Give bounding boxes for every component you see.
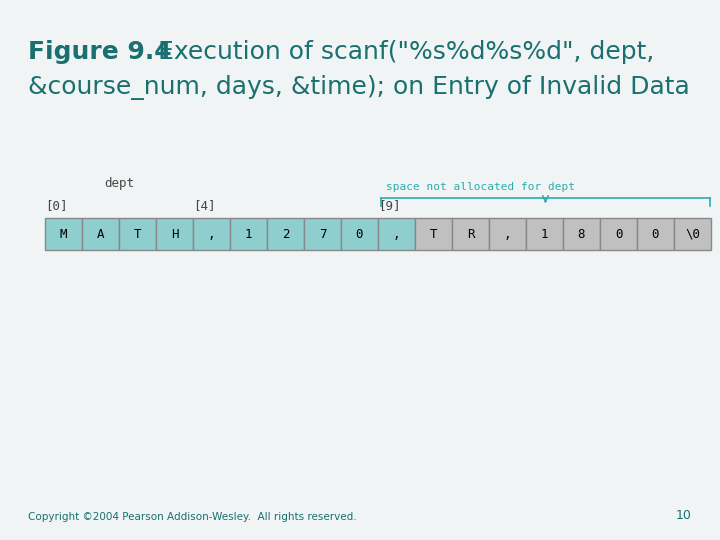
Text: 1: 1 bbox=[245, 227, 252, 240]
Bar bbox=[193, 218, 230, 250]
Text: A: A bbox=[96, 227, 104, 240]
Bar bbox=[378, 218, 415, 250]
Text: [9]: [9] bbox=[378, 199, 400, 212]
Text: &course_num, days, &time); on Entry of Invalid Data: &course_num, days, &time); on Entry of I… bbox=[28, 75, 690, 100]
Bar bbox=[489, 218, 526, 250]
Bar bbox=[230, 218, 267, 250]
Text: space not allocated for dept: space not allocated for dept bbox=[386, 182, 575, 192]
Text: [4]: [4] bbox=[193, 199, 215, 212]
Bar bbox=[82, 218, 119, 250]
Text: 0: 0 bbox=[356, 227, 364, 240]
Bar bbox=[45, 218, 82, 250]
Bar bbox=[341, 218, 378, 250]
Text: T: T bbox=[134, 227, 141, 240]
Text: 10: 10 bbox=[676, 509, 692, 522]
Bar bbox=[415, 218, 452, 250]
Bar bbox=[600, 218, 637, 250]
Bar bbox=[637, 218, 674, 250]
Text: 0: 0 bbox=[615, 227, 622, 240]
Bar bbox=[304, 218, 341, 250]
Bar bbox=[526, 218, 563, 250]
Bar bbox=[452, 218, 489, 250]
Text: ,: , bbox=[392, 227, 400, 240]
Text: Copyright ©2004 Pearson Addison-Wesley.  All rights reserved.: Copyright ©2004 Pearson Addison-Wesley. … bbox=[28, 512, 356, 522]
Bar bbox=[119, 218, 156, 250]
Text: 2: 2 bbox=[282, 227, 289, 240]
Text: T: T bbox=[430, 227, 437, 240]
Text: H: H bbox=[171, 227, 179, 240]
Text: 0: 0 bbox=[652, 227, 660, 240]
Text: M: M bbox=[60, 227, 67, 240]
Text: Execution of scanf("%s%d%s%d", dept,: Execution of scanf("%s%d%s%d", dept, bbox=[142, 40, 654, 64]
Text: [0]: [0] bbox=[45, 199, 68, 212]
Text: 7: 7 bbox=[319, 227, 326, 240]
Bar bbox=[563, 218, 600, 250]
Text: R: R bbox=[467, 227, 474, 240]
Bar bbox=[156, 218, 193, 250]
Text: 1: 1 bbox=[541, 227, 548, 240]
Bar bbox=[674, 218, 711, 250]
Text: ,: , bbox=[208, 227, 215, 240]
Bar bbox=[267, 218, 304, 250]
Text: Figure 9.4: Figure 9.4 bbox=[28, 40, 171, 64]
Text: 8: 8 bbox=[577, 227, 585, 240]
Text: dept: dept bbox=[104, 177, 134, 190]
Text: ,: , bbox=[504, 227, 511, 240]
Text: \0: \0 bbox=[685, 227, 700, 240]
